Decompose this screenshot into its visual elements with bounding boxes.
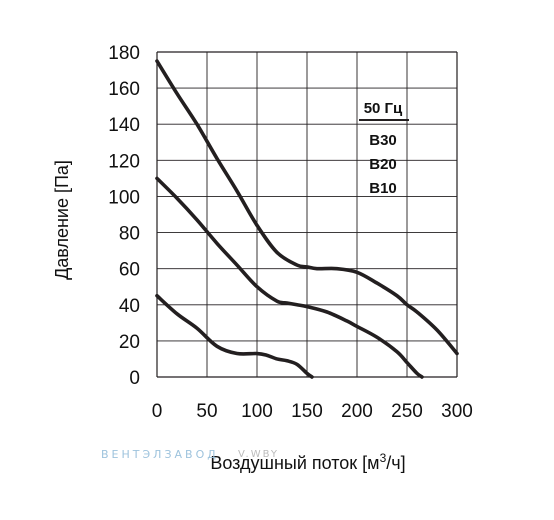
series-line-b30 xyxy=(155,59,459,356)
x-tick-label: 150 xyxy=(291,401,323,422)
grid xyxy=(156,51,458,378)
x-tick-label: 100 xyxy=(241,401,273,422)
x-axis-title-main: Воздушный поток [м xyxy=(210,453,379,473)
series-lines xyxy=(155,59,459,379)
y-tick-label: 40 xyxy=(119,296,140,317)
legend-item-b20: B20 xyxy=(369,156,397,173)
legend-item-b10: B10 xyxy=(369,180,397,197)
x-tick-labels: 0 50 100 150 200 250 300 xyxy=(152,401,473,422)
y-tick-label: 160 xyxy=(108,79,140,100)
watermark-text-2: V.WBY xyxy=(238,449,279,460)
x-axis-title: Воздушный поток [м3/ч] xyxy=(210,451,405,473)
watermark-text: ВЕНТЭЛЗАВОД xyxy=(101,448,219,461)
legend-item-b30: B30 xyxy=(369,132,397,149)
y-tick-label: 60 xyxy=(119,260,140,281)
x-tick-label: 50 xyxy=(196,401,217,422)
legend: 50 Гц B30 B20 B10 xyxy=(359,100,409,197)
series-line-b20 xyxy=(155,176,424,379)
x-axis-title-tail: /ч] xyxy=(386,453,405,473)
y-axis-title: Давление [Па] xyxy=(52,160,72,280)
legend-header: 50 Гц xyxy=(364,100,403,117)
y-tick-labels: 0 20 40 60 80 100 120 140 160 180 xyxy=(108,43,140,389)
x-tick-label: 300 xyxy=(441,401,473,422)
y-tick-label: 80 xyxy=(119,224,140,245)
y-tick-label: 140 xyxy=(108,115,140,136)
y-tick-label: 20 xyxy=(119,332,140,353)
y-tick-label: 180 xyxy=(108,43,140,64)
y-tick-label: 120 xyxy=(108,151,140,172)
x-axis-title-sup: 3 xyxy=(380,451,387,465)
x-tick-label: 250 xyxy=(391,401,423,422)
y-tick-label: 0 xyxy=(129,368,140,389)
x-tick-label: 200 xyxy=(341,401,373,422)
y-tick-label: 100 xyxy=(108,187,140,208)
series-line-b10 xyxy=(155,293,314,379)
x-tick-label: 0 xyxy=(152,401,163,422)
